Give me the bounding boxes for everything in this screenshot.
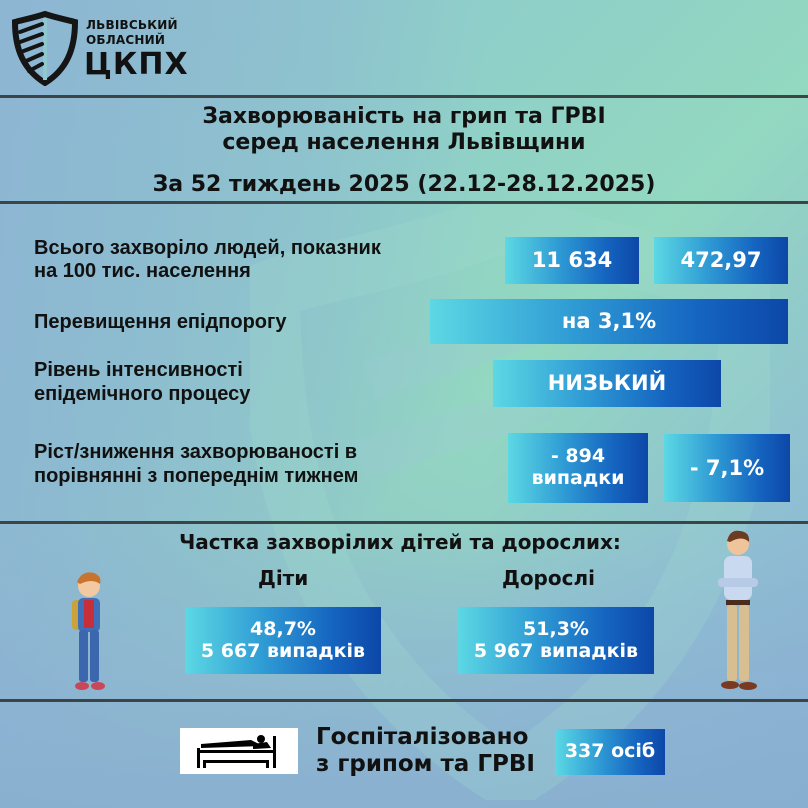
logo-text-line2: ОБЛАСНИЙ (86, 33, 166, 47)
total-cases-box: 11 634 (505, 237, 639, 284)
logo-text-line3: ЦКПХ (84, 47, 189, 82)
change-percent-box: - 7,1% (664, 434, 790, 502)
children-label: Діти (258, 566, 309, 590)
change-cases-unit: випадки (531, 467, 625, 489)
shield-logo-icon (12, 10, 78, 86)
hospitalized-value: 337 осіб (564, 740, 656, 763)
threshold-label: Перевищення епідпорогу (34, 311, 287, 333)
logo-text-line1: ЛЬВІВСЬКИЙ (86, 18, 178, 32)
intensity-box: НИЗЬКИЙ (493, 360, 721, 407)
total-label-line2: на 100 тис. населення (34, 260, 251, 282)
page-title-line2: серед населення Львівщини (222, 130, 586, 155)
hospitalized-label-line2: з грипом та ГРВІ (316, 751, 535, 777)
divider-share (0, 699, 808, 702)
adult-figure-icon (718, 530, 758, 690)
intensity-value: НИЗЬКИЙ (547, 371, 667, 396)
intensity-label-line2: епідемічного процесу (34, 383, 251, 405)
adults-percent: 51,3% (523, 617, 589, 640)
hospitalized-label-line1: Госпіталізовано (316, 724, 529, 750)
rate-per-100k-value: 472,97 (680, 248, 762, 273)
total-label-line1: Всього захворіло людей, показник (34, 237, 381, 259)
children-share-box: 48,7% 5 667 випадків (185, 607, 381, 674)
hospital-bed-icon (197, 735, 276, 768)
children-percent: 48,7% (250, 617, 316, 640)
reporting-period: За 52 тиждень 2025 (22.12-28.12.2025) (152, 172, 656, 197)
threshold-box: на 3,1% (430, 299, 788, 344)
share-heading: Частка захворілих дітей та дорослих: (179, 530, 621, 554)
rate-per-100k-box: 472,97 (654, 237, 788, 284)
total-cases-value: 11 634 (531, 248, 613, 273)
adults-share-box: 51,3% 5 967 випадків (458, 607, 654, 674)
change-cases-value: - 894 (550, 445, 606, 468)
change-label-line2: порівнянні з попереднім тижнем (34, 465, 359, 487)
child-figure-icon (72, 572, 105, 690)
change-label-line1: Ріст/зниження захворюваності в (34, 441, 358, 463)
intensity-label-line1: Рівень інтенсивності (34, 359, 243, 381)
adults-cases: 5 967 випадків (473, 639, 639, 662)
change-percent-value: - 7,1% (689, 455, 765, 480)
divider-top (0, 95, 808, 98)
children-cases: 5 667 випадків (200, 639, 366, 662)
hospital-bed-icon-frame (180, 728, 298, 774)
page-title-line1: Захворюваність на грип та ГРВІ (202, 104, 606, 129)
adults-label: Дорослі (502, 566, 595, 590)
change-cases-box: - 894 випадки (508, 433, 648, 503)
threshold-value: на 3,1% (561, 309, 657, 334)
hospitalized-box: 337 осіб (555, 729, 665, 775)
divider-title (0, 201, 808, 204)
divider-stats (0, 521, 808, 524)
